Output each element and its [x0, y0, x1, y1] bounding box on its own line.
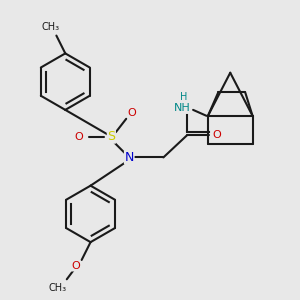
- Text: O: O: [212, 130, 221, 140]
- Text: CH₃: CH₃: [41, 22, 59, 32]
- Text: O: O: [74, 132, 83, 142]
- Text: CH₃: CH₃: [49, 283, 67, 293]
- Text: O: O: [71, 261, 80, 271]
- Text: H: H: [181, 92, 188, 101]
- Text: S: S: [107, 130, 116, 143]
- Text: N: N: [124, 151, 134, 164]
- Text: NH: NH: [174, 103, 191, 113]
- Text: O: O: [128, 108, 136, 118]
